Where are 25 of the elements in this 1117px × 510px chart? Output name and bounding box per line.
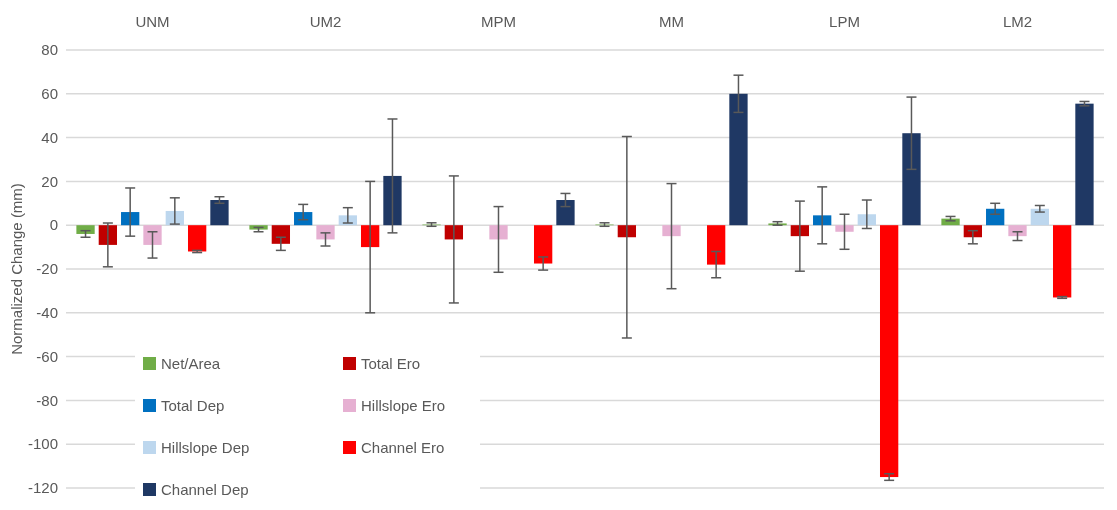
legend-label: Hillslope Dep — [161, 439, 250, 457]
y-tick-label: -120 — [27, 479, 58, 497]
legend-label: Total Dep — [161, 397, 225, 415]
y-tick-label: 60 — [41, 85, 58, 103]
y-tick-label: 40 — [41, 128, 58, 146]
x-tick-label: UM2 — [309, 13, 342, 30]
y-tick-label: 20 — [41, 172, 58, 190]
y-tick-label: -60 — [36, 347, 58, 365]
legend-label: Channel Ero — [361, 439, 445, 457]
x-tick-label: MPM — [481, 13, 516, 30]
y-tick-label: -80 — [36, 391, 58, 409]
legend-label: Channel Dep — [161, 481, 249, 499]
x-tick-label: LM2 — [1002, 13, 1033, 30]
y-tick-label: -40 — [36, 304, 58, 322]
y-tick-label: 80 — [41, 41, 58, 59]
x-tick-label: LPM — [829, 13, 860, 30]
legend-label: Total Ero — [361, 355, 421, 373]
legend-label: Net/Area — [161, 355, 221, 373]
x-tick-label: MM — [659, 13, 684, 30]
y-tick-label: -20 — [36, 260, 58, 278]
y-tick-label: 0 — [49, 216, 58, 234]
x-tick-label: UNM — [135, 13, 170, 30]
y-tick-label: -100 — [27, 435, 58, 453]
legend-label: Hillslope Ero — [361, 397, 446, 415]
y-axis-title: Normalized Change (mm) — [8, 183, 25, 355]
